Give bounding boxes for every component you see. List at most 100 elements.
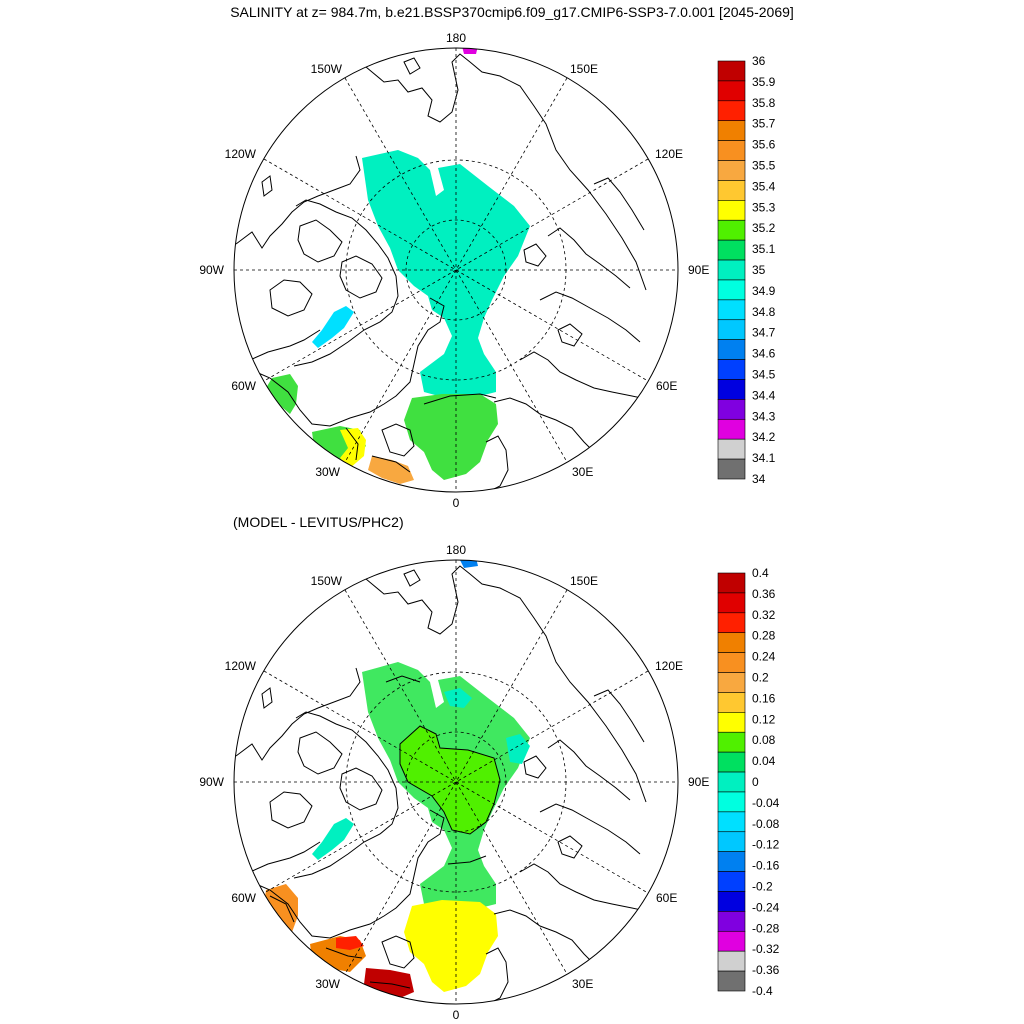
lon-label-60w: 60W	[231, 891, 256, 905]
colorbar-label: 34.2	[752, 430, 776, 444]
colorbar-box	[717, 120, 746, 141]
colorbar-box	[717, 592, 746, 614]
colorbar-box	[717, 259, 746, 281]
colorbar-label: 0.24	[752, 650, 776, 664]
lon-label-150e: 150E	[570, 62, 598, 76]
colorbar-box	[717, 911, 746, 932]
colorbar-label: 35.6	[752, 138, 776, 152]
colorbar-label: 0.2	[752, 671, 769, 685]
lon-label-120w: 120W	[225, 659, 257, 673]
colorbar-label: 34	[752, 472, 766, 486]
lon-label-120e: 120E	[655, 659, 683, 673]
colorbar-label: -0.28	[752, 921, 780, 935]
colorbar-box	[717, 652, 746, 673]
colorbar-label: 0.28	[752, 629, 776, 643]
colorbar-label: 34.8	[752, 305, 776, 319]
colorbar-box	[717, 831, 746, 852]
colorbar-box	[717, 80, 746, 102]
colorbar-label: 35	[752, 263, 766, 277]
coastlines-difference	[235, 565, 651, 1004]
colorbar-label: -0.2	[752, 880, 773, 894]
baffin-bay-field	[312, 306, 354, 348]
salinity-panel: 180 150E 120E 90E 60E 30E 0 30W 60W 90W …	[199, 31, 776, 510]
colorbar-label: 0.04	[752, 754, 776, 768]
colorbar-label: 35.5	[752, 159, 776, 173]
colorbar-label: 34.4	[752, 388, 776, 402]
map-boundary-difference	[233, 559, 679, 1005]
lon-label-150e: 150E	[570, 574, 598, 588]
colorbar-label: -0.04	[752, 796, 780, 810]
nordic-difference-field	[404, 900, 498, 992]
colorbar-box	[717, 612, 746, 634]
colorbar-box	[717, 239, 746, 261]
colorbar-box	[717, 851, 746, 872]
colorbar-label: -0.16	[752, 859, 780, 873]
lon-label-0: 0	[453, 496, 460, 510]
graticule	[234, 48, 678, 492]
colorbar-box	[717, 811, 746, 833]
colorbar-label: -0.24	[752, 900, 780, 914]
colorbar-box	[717, 930, 746, 952]
colorbar-box	[717, 219, 746, 241]
lon-label-30w: 30W	[315, 465, 340, 479]
colorbar-box	[717, 950, 746, 972]
lon-label-0: 0	[453, 1008, 460, 1022]
atlantic-orange-field	[368, 456, 414, 484]
colorbar-box	[717, 279, 746, 301]
arctic-cyan-patch	[444, 688, 472, 708]
colorbar-box	[717, 160, 746, 181]
colorbar-label: 35.1	[752, 242, 776, 256]
colorbar-box	[717, 418, 746, 440]
lon-label-120w: 120W	[225, 147, 257, 161]
colorbar-box	[717, 458, 746, 480]
colorbar-box	[717, 871, 746, 892]
colorbar-label: 34.5	[752, 368, 776, 382]
lon-label-120e: 120E	[655, 147, 683, 161]
colorbar-label: 0.08	[752, 733, 776, 747]
colorbar-box	[717, 200, 746, 221]
colorbar-label: 34.1	[752, 451, 776, 465]
colorbar-label: -0.08	[752, 817, 780, 831]
colorbar-label: 0.16	[752, 691, 776, 705]
colorbar-box	[717, 60, 746, 82]
colorbar-label: -0.32	[752, 942, 780, 956]
colorbar-label: 35.9	[752, 75, 776, 89]
colorbar-box	[717, 712, 746, 733]
baffin-difference-field	[312, 818, 354, 860]
colorbar-box	[717, 299, 746, 321]
labrador-sea-field	[266, 374, 298, 414]
colorbar-box	[717, 180, 746, 201]
colorbar-label: 35.7	[752, 117, 776, 131]
bering-difference-field	[460, 560, 478, 568]
lon-label-60e: 60E	[656, 891, 677, 905]
colorbar-label: 34.7	[752, 326, 776, 340]
colorbar-label: -0.36	[752, 963, 780, 977]
lon-label-60e: 60E	[656, 379, 677, 393]
colorbar-box	[717, 100, 746, 122]
colorbar-box	[717, 572, 746, 594]
colorbar-box	[717, 438, 746, 460]
colorbar-label: 0	[752, 775, 759, 789]
lon-label-150w: 150W	[311, 62, 343, 76]
bering-field	[462, 48, 478, 54]
colorbar-label: 35.8	[752, 96, 776, 110]
colorbar-label: -0.12	[752, 838, 780, 852]
colorbar-box	[717, 359, 746, 380]
difference-subtitle: (MODEL - LEVITUS/PHC2)	[233, 514, 404, 530]
colorbar-box	[717, 731, 746, 753]
colorbar-label: 0.36	[752, 587, 776, 601]
colorbar-label: 0.12	[752, 712, 776, 726]
lon-label-30w: 30W	[315, 977, 340, 991]
colorbar-box	[717, 692, 746, 713]
lon-label-90e: 90E	[688, 263, 709, 277]
colorbar-box	[717, 672, 746, 693]
colorbar-label: 34.9	[752, 284, 776, 298]
colorbar-box	[717, 891, 746, 912]
colorbar-box	[717, 751, 746, 773]
colorbar-box	[717, 399, 746, 420]
salinity-map: 180 150E 120E 90E 60E 30E 0 30W 60W 90W …	[199, 31, 776, 510]
colorbar-box	[717, 970, 746, 992]
difference-colorbar: 0.4 0.36 0.32 0.28 0.24 0.2 0.16 0.12 0.08 0.04 0 -…	[717, 566, 780, 998]
graticule-difference	[234, 560, 678, 1004]
colorbar-label: 34.6	[752, 347, 776, 361]
